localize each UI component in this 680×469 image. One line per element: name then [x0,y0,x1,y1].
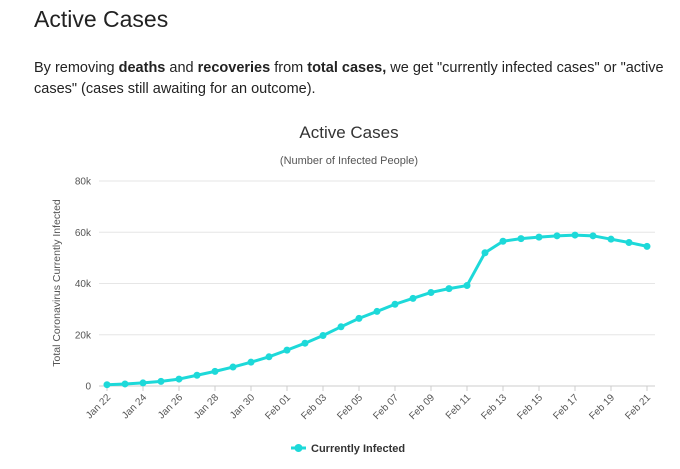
x-tick-label: Feb 05 [335,392,365,422]
x-tick-label: Feb 21 [623,392,653,422]
data-point[interactable] [571,231,579,239]
y-tick-layer: 0 20k 40k 60k 80k [75,177,92,393]
data-point[interactable] [607,235,615,243]
data-point[interactable] [445,285,453,293]
data-point[interactable] [589,232,597,240]
data-point[interactable] [193,371,201,379]
y-axis-title: Total Coronavirus Currently Infected [51,199,63,367]
legend[interactable]: Currently Infected [291,443,405,455]
data-point[interactable] [553,232,561,240]
x-tick-label: Feb 15 [515,392,545,422]
x-tick-layer: Jan 22 Jan 24 Jan 26 Jan 28 Jan 30 Feb 01 Feb … [84,386,653,422]
intro-paragraph: By removing deaths and recoveries from t… [34,58,664,100]
x-tick-label: Feb 17 [551,392,581,422]
x-tick-label: Feb 07 [371,392,401,422]
data-point[interactable] [427,288,435,296]
y-tick-label: 40k [75,279,92,290]
grid-layer [99,180,655,387]
data-point[interactable] [121,380,129,388]
data-point[interactable] [517,235,525,243]
x-tick-label: Jan 26 [156,392,185,421]
intro-bold-total-cases: total cases, [307,60,387,76]
x-tick-label: Feb 13 [479,392,509,422]
data-point[interactable] [337,323,345,331]
chart-title: Active Cases [299,123,398,142]
data-point[interactable] [625,239,633,246]
x-tick-label: Jan 30 [228,392,257,421]
intro-text-4: we get "currently infected cases" or "ac… [34,60,664,97]
data-point[interactable] [157,377,165,385]
chart-subtitle: (Number of Infected People) [280,155,418,167]
legend-dot-icon [294,444,303,452]
data-point[interactable] [373,307,381,315]
data-point[interactable] [409,294,417,302]
data-point[interactable] [265,353,273,361]
data-point[interactable] [229,363,237,371]
intro-text-1: By removing [34,60,119,76]
y-tick-label: 0 [85,382,91,393]
data-point[interactable] [247,358,255,366]
intro-bold-recoveries: recoveries [197,60,271,76]
x-tick-label: Jan 24 [120,392,149,421]
page-heading: Active Cases [34,6,169,32]
intro-text-2: and [165,60,198,76]
data-point[interactable] [481,249,489,257]
data-point[interactable] [643,242,651,250]
intro-text-3: from [270,60,308,76]
data-point[interactable] [139,379,147,387]
x-tick-label: Jan 22 [84,392,113,421]
legend-label: Currently Infected [311,443,405,455]
y-tick-label: 80k [75,177,92,188]
data-point[interactable] [535,233,543,241]
y-tick-label: 20k [75,330,92,341]
data-point[interactable] [103,381,111,389]
data-point[interactable] [319,332,327,340]
data-point[interactable] [463,282,471,290]
data-point[interactable] [301,339,309,347]
data-point[interactable] [211,367,219,375]
x-tick-label: Feb 09 [407,392,437,422]
x-tick-label: Feb 11 [444,392,474,422]
data-point[interactable] [499,237,507,245]
x-tick-label: Feb 01 [263,392,293,422]
data-point[interactable] [283,346,291,354]
y-tick-label: 60k [75,228,92,239]
data-point[interactable] [175,375,183,383]
data-point[interactable] [391,300,399,308]
x-tick-label: Jan 28 [192,392,221,421]
x-tick-label: Feb 19 [587,392,617,422]
intro-bold-deaths: deaths [118,60,166,76]
series-layer [103,231,651,389]
data-point[interactable] [355,314,363,322]
x-tick-label: Feb 03 [299,392,329,422]
